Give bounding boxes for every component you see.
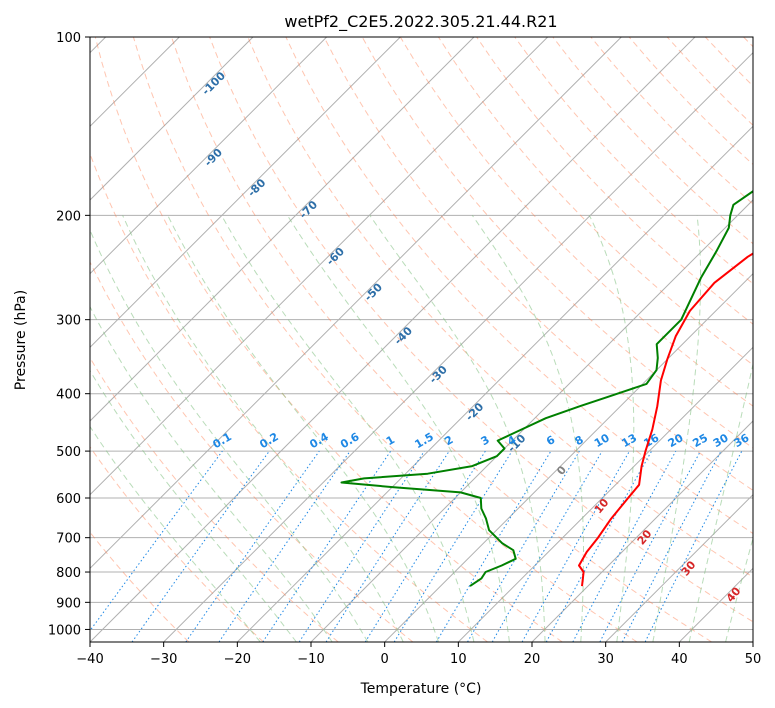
x-tick-label: 40 xyxy=(671,652,688,667)
temperature-profile-line xyxy=(578,252,753,587)
dry-adiabat-line xyxy=(132,37,638,642)
x-tick-label: 50 xyxy=(745,652,762,667)
y-tick-label: 300 xyxy=(56,314,81,329)
isotherm-line xyxy=(90,37,401,349)
moist-adiabat-line xyxy=(90,369,297,642)
plot-area: -100-90-80-70-60-50-40-30-20-100.1 0.2 0.4… xyxy=(90,37,753,642)
mixing-ratio-lines xyxy=(90,450,743,642)
mixing-ratio-line xyxy=(185,450,320,642)
moist-adiabat-line xyxy=(90,305,333,642)
mixing-ratio-line xyxy=(521,450,630,642)
moist-adiabat-line xyxy=(90,425,261,642)
isotherm-line xyxy=(236,125,753,642)
x-axis-ticks: −40 −30 −20 −10 0 10 20 30 40 50 xyxy=(76,642,761,667)
moist-adiabat-line xyxy=(652,215,702,642)
dry-adiabat-line xyxy=(94,37,563,642)
isotherm-line xyxy=(90,37,696,642)
x-tick-label: −10 xyxy=(297,652,324,667)
mixing-ratio-line xyxy=(393,450,513,642)
y-tick-label: 200 xyxy=(56,209,81,224)
mixing-ratio-line xyxy=(90,450,223,632)
dry-adiabat-line xyxy=(90,356,339,642)
dewpoint-profile-line xyxy=(340,190,753,587)
moist-adiabat-line xyxy=(122,215,404,642)
mixing-ratio-line xyxy=(298,450,425,642)
moist-adiabat-line xyxy=(90,228,369,642)
dry-adiabat-line xyxy=(171,37,712,642)
isotherm-line xyxy=(457,346,753,642)
moist-adiabat-line xyxy=(588,215,635,642)
dry-adiabat-line xyxy=(514,37,753,285)
isotherm-line xyxy=(163,51,753,642)
isotherm-line xyxy=(90,37,549,496)
y-tick-label: 600 xyxy=(56,492,81,507)
x-tick-label: 0 xyxy=(381,652,389,667)
x-tick-label: −30 xyxy=(150,652,177,667)
sounding-series xyxy=(340,190,753,587)
moist-adiabat-line xyxy=(369,215,546,642)
y-tick-label: 100 xyxy=(56,31,81,46)
isotherm-line xyxy=(384,272,753,642)
y-axis-ticks: 100 200 300 400 500 600 700 800 900 1000 xyxy=(48,31,90,638)
plot-frame xyxy=(89,36,754,643)
dry-adiabat-line xyxy=(323,37,753,491)
mixing-ratio-line xyxy=(262,450,392,642)
x-axis-title: Temperature (°C) xyxy=(360,681,482,697)
y-axis-title: Pressure (hPa) xyxy=(13,290,29,390)
mixing-ratio-line xyxy=(218,450,351,642)
x-tick-label: 10 xyxy=(450,652,467,667)
x-tick-label: 30 xyxy=(597,652,614,667)
isotherm-line xyxy=(90,37,622,570)
x-tick-label: −20 xyxy=(224,652,251,667)
isotherm-line xyxy=(605,493,753,642)
isotherm-line xyxy=(310,199,753,642)
isotherm-line xyxy=(90,37,254,201)
dry-adiabat-line xyxy=(90,260,414,642)
y-tick-label: 900 xyxy=(56,596,81,611)
mixing-ratio-line xyxy=(325,450,450,642)
x-tick-label: −40 xyxy=(76,652,103,667)
moist-adiabat-line xyxy=(167,215,440,642)
mixing-ratio-line xyxy=(545,450,653,642)
y-tick-label: 400 xyxy=(56,388,81,403)
mixing-ratio-line xyxy=(644,450,743,642)
y-tick-label: 1000 xyxy=(48,623,81,638)
isotherm-line xyxy=(531,420,753,642)
mixing-ratio-line xyxy=(572,450,677,642)
y-tick-label: 700 xyxy=(56,532,81,547)
mixing-ratio-line xyxy=(131,450,270,642)
dry-adiabat-line xyxy=(209,37,753,623)
dry-adiabat-line xyxy=(247,37,753,578)
dry-adiabat-line xyxy=(90,446,264,642)
isotherm-lines xyxy=(90,37,753,642)
isotherm-line xyxy=(90,37,328,275)
isotherm-line xyxy=(90,37,475,422)
x-tick-label: 20 xyxy=(524,652,541,667)
isobar-gridlines xyxy=(90,214,753,630)
moist-adiabat-line xyxy=(221,215,475,642)
moist-adiabats xyxy=(90,215,753,642)
y-tick-label: 800 xyxy=(56,566,81,581)
dry-adiabat-line xyxy=(285,37,753,535)
chart-title: wetPf2_C2E5.2022.305.21.44.R21 xyxy=(284,12,557,32)
y-tick-label: 500 xyxy=(56,445,81,460)
moist-adiabat-line xyxy=(471,215,584,642)
